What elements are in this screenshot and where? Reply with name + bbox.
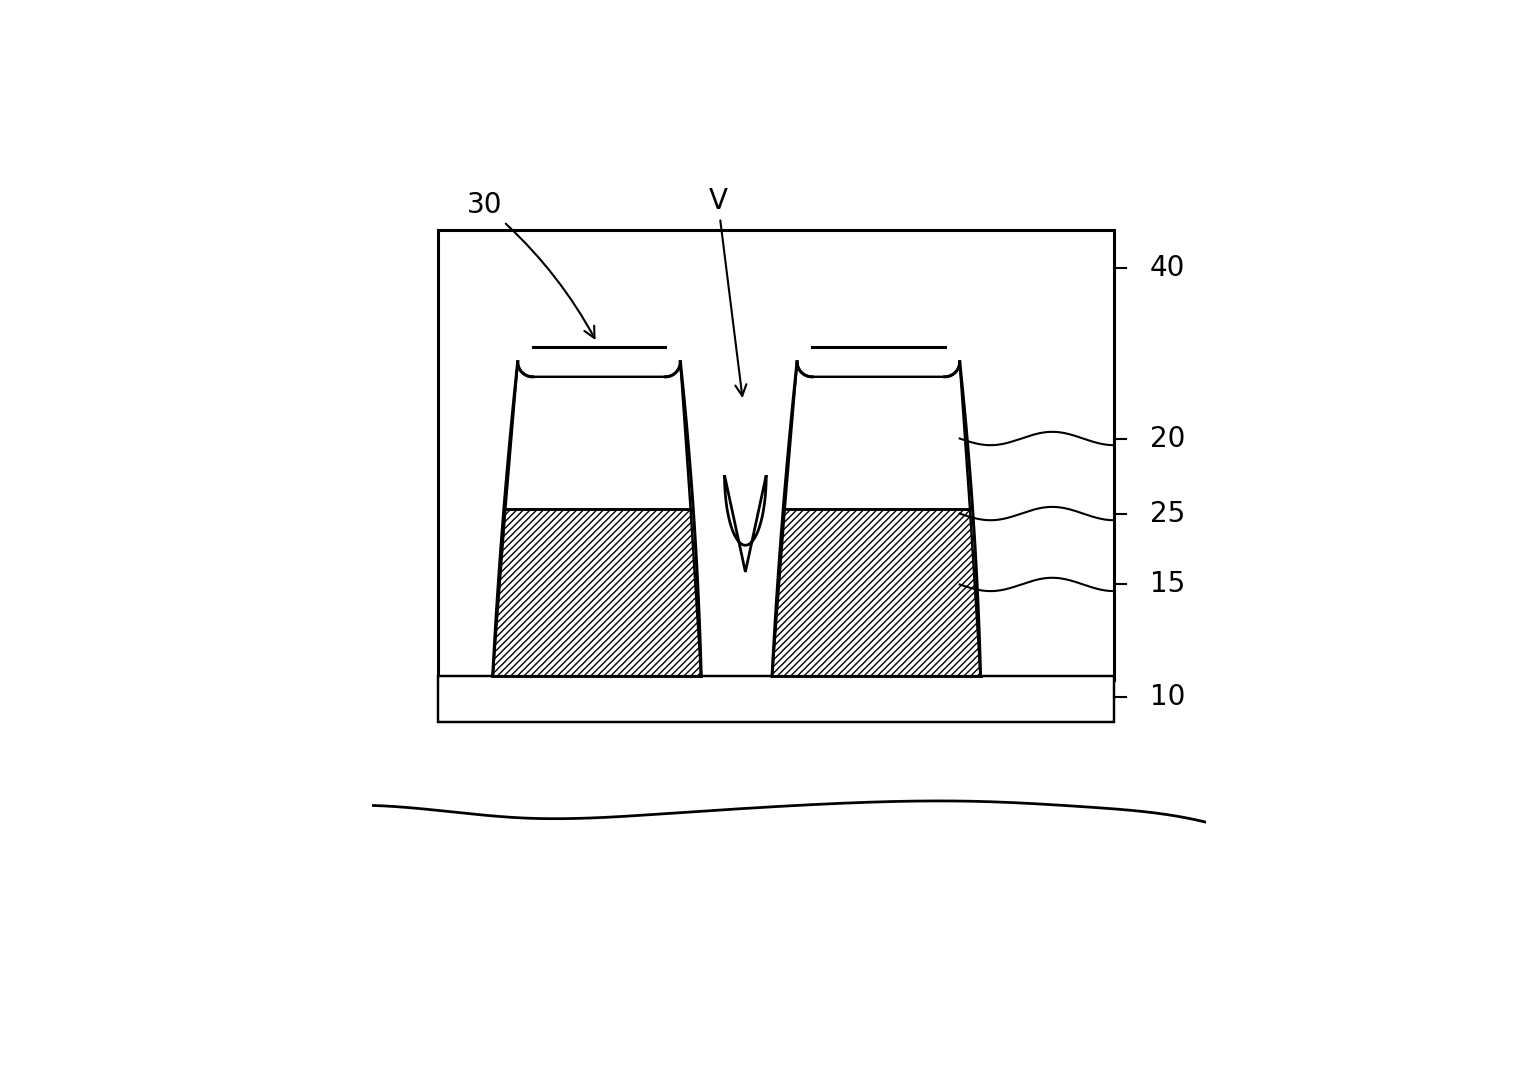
Polygon shape bbox=[773, 509, 980, 676]
Polygon shape bbox=[505, 362, 691, 509]
Text: 30: 30 bbox=[466, 191, 594, 338]
Bar bbox=[439, 230, 1114, 680]
Polygon shape bbox=[492, 509, 702, 676]
Text: 40: 40 bbox=[1150, 253, 1185, 282]
Bar bbox=[439, 676, 1114, 722]
Text: V: V bbox=[708, 187, 746, 396]
Text: 15: 15 bbox=[1150, 571, 1185, 599]
Polygon shape bbox=[785, 362, 970, 509]
Polygon shape bbox=[725, 475, 766, 572]
Text: 20: 20 bbox=[1150, 425, 1185, 453]
Text: 10: 10 bbox=[1150, 683, 1185, 712]
Text: 25: 25 bbox=[1150, 499, 1185, 527]
